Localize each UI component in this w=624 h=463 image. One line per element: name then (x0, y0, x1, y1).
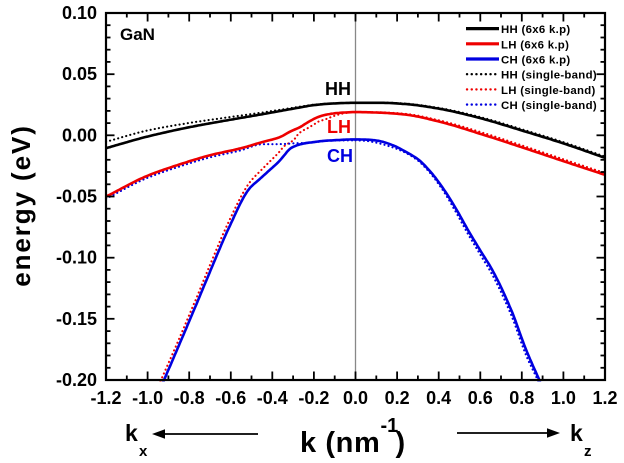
svg-text:z: z (584, 443, 592, 460)
svg-text:CH: CH (327, 146, 353, 166)
svg-text:1.0: 1.0 (551, 388, 576, 408)
svg-text:0.05: 0.05 (62, 64, 97, 84)
svg-text:0.10: 0.10 (62, 3, 97, 23)
svg-text:0.4: 0.4 (426, 388, 451, 408)
svg-text:0.2: 0.2 (385, 388, 410, 408)
svg-text:HH: HH (325, 79, 351, 99)
svg-text:HH (single-band): HH (single-band) (501, 70, 597, 82)
svg-text:energy (eV): energy (eV) (6, 124, 36, 287)
svg-text:k: k (125, 420, 138, 446)
svg-text:0.0: 0.0 (343, 388, 368, 408)
svg-text:GaN: GaN (120, 25, 155, 44)
svg-text:-1.0: -1.0 (132, 388, 163, 408)
svg-text:-0.05: -0.05 (56, 187, 97, 207)
svg-text:0.8: 0.8 (509, 388, 534, 408)
svg-text:x: x (139, 443, 148, 460)
svg-text:k: k (570, 420, 583, 446)
svg-text:-1: -1 (381, 415, 399, 437)
svg-text:LH (single-band): LH (single-band) (501, 85, 596, 97)
svg-text:-0.8: -0.8 (174, 388, 205, 408)
svg-text:CH (single-band): CH (single-band) (501, 100, 597, 112)
svg-text:): ) (396, 427, 406, 459)
svg-text:0.6: 0.6 (468, 388, 493, 408)
svg-text:-0.10: -0.10 (56, 248, 97, 268)
svg-text:0.00: 0.00 (62, 125, 97, 145)
svg-text:CH (6x6 k.p): CH (6x6 k.p) (501, 55, 570, 67)
svg-text:-0.4: -0.4 (257, 388, 288, 408)
svg-text:LH (6x6 k.p): LH (6x6 k.p) (501, 39, 569, 51)
svg-text:-0.15: -0.15 (56, 309, 97, 329)
svg-text:-0.2: -0.2 (298, 388, 329, 408)
svg-text:-0.20: -0.20 (56, 370, 97, 390)
svg-text:HH (6x6 k.p): HH (6x6 k.p) (501, 24, 570, 36)
svg-text:1.2: 1.2 (592, 388, 617, 408)
svg-text:-1.2: -1.2 (90, 388, 121, 408)
svg-text:k (nm: k (nm (300, 427, 380, 459)
svg-text:-0.6: -0.6 (215, 388, 246, 408)
svg-text:LH: LH (327, 117, 351, 137)
